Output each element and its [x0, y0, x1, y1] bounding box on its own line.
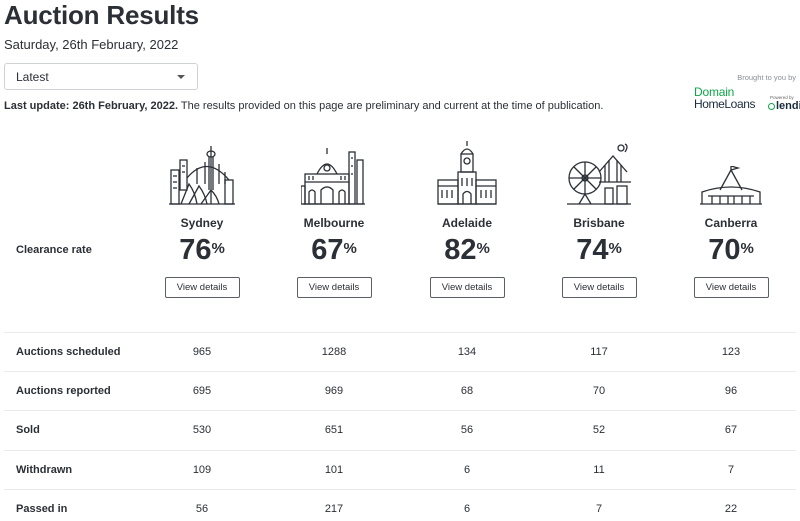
table-row: Auctions reported 695 969 68 70 96 [4, 371, 796, 410]
clearance-rate-value: 82% [444, 234, 490, 266]
table-cell: 56 [195, 502, 209, 515]
city-name: Melbourne [303, 216, 365, 230]
table-cell: 695 [192, 385, 212, 398]
table-row: Passed in 56 217 6 7 22 [4, 488, 796, 521]
clearance-rate-value: 70% [708, 234, 754, 266]
city-name: Sydney [180, 216, 224, 230]
results-period-select[interactable]: Latest [4, 63, 198, 90]
auction-date: Saturday, 26th February, 2022 [4, 37, 179, 52]
table-cell: 101 [324, 463, 344, 476]
table-cell: 969 [324, 385, 344, 398]
city-column-sydney: Sydney 76% View details [136, 140, 268, 298]
city-column-brisbane: Brisbane 74% View details [533, 140, 665, 298]
table-cell: 6 [463, 463, 471, 476]
brisbane-skyline-icon [533, 140, 665, 206]
row-label: Withdrawn [16, 463, 73, 476]
view-details-button-sydney[interactable]: View details [164, 277, 240, 298]
city-column-canberra: Canberra 70% View details [665, 140, 797, 298]
table-cell: 68 [460, 385, 474, 398]
clearance-rate-label: Clearance rate [16, 244, 92, 256]
city-name: Brisbane [573, 216, 625, 230]
table-row: Sold 530 651 56 52 67 [4, 410, 796, 449]
table-cell: 96 [724, 385, 738, 398]
view-details-button-brisbane[interactable]: View details [561, 277, 637, 298]
view-details-button-adelaide[interactable]: View details [429, 277, 505, 298]
table-cell: 530 [192, 424, 212, 437]
table-cell: 67 [724, 424, 738, 437]
lendi-logo-icon [768, 102, 775, 110]
lendi-logo[interactable]: lendi [768, 100, 800, 112]
city-name: Canberra [704, 216, 758, 230]
table-cell: 7 [727, 463, 735, 476]
clearance-rate-value: 74% [576, 234, 622, 266]
homeloans-logo-text[interactable]: HomeLoans [694, 97, 756, 111]
city-column-melbourne: Melbourne 67% View details [268, 140, 400, 298]
table-cell: 70 [592, 385, 606, 398]
table-cell: 134 [457, 346, 477, 358]
lendi-logo-text: lendi [776, 100, 800, 112]
table-cell: 217 [324, 502, 344, 515]
percent-sign: % [211, 240, 225, 257]
table-row: Withdrawn 109 101 6 11 7 [4, 449, 796, 489]
percent-sign: % [740, 240, 754, 257]
table-cell: 651 [324, 424, 344, 437]
city-column-adelaide: Adelaide 82% View details [401, 140, 533, 298]
sponsor-caption: Brought to you by [737, 73, 796, 82]
update-notice: Last update: 26th February, 2022. The re… [4, 100, 603, 112]
table-cell: 22 [724, 502, 738, 515]
table-cell: 52 [592, 424, 606, 437]
clearance-rate-value: 67% [311, 234, 357, 266]
view-details-button-melbourne[interactable]: View details [296, 277, 372, 298]
table-cell: 1288 [321, 346, 347, 358]
clearance-rate-value: 76% [179, 234, 225, 266]
table-cell: 56 [460, 424, 474, 437]
select-value: Latest [16, 69, 49, 84]
table-row: Auctions scheduled 965 1288 134 117 123 [4, 332, 796, 371]
row-label: Sold [16, 424, 40, 437]
percent-sign: % [343, 240, 357, 257]
table-cell: 11 [593, 463, 605, 476]
update-date: Last update: 26th February, 2022. [4, 100, 179, 112]
city-name: Adelaide [441, 216, 492, 230]
view-details-button-canberra[interactable]: View details [693, 277, 769, 298]
table-cell: 7 [595, 502, 603, 515]
melbourne-skyline-icon [268, 140, 400, 206]
table-cell: 965 [192, 346, 212, 358]
row-label: Passed in [16, 502, 68, 515]
chevron-down-icon [177, 75, 185, 79]
table-cell: 117 [590, 346, 608, 358]
adelaide-skyline-icon [401, 140, 533, 206]
percent-sign: % [608, 240, 622, 257]
canberra-skyline-icon [665, 140, 797, 206]
table-cell: 123 [721, 346, 741, 358]
domain-logo-text[interactable]: Domain [694, 85, 735, 99]
table-cell: 6 [463, 502, 471, 515]
auction-stats-table: Auctions scheduled 965 1288 134 117 123 … [4, 332, 796, 521]
sydney-skyline-icon [136, 140, 268, 206]
page-title: Auction Results [4, 0, 199, 30]
update-disclaimer: The results provided on this page are pr… [178, 100, 604, 112]
percent-sign: % [476, 240, 490, 257]
powered-by-caption: Powered by [770, 95, 794, 100]
table-cell: 109 [192, 463, 212, 476]
row-label: Auctions reported [16, 385, 111, 398]
row-label: Auctions scheduled [16, 346, 121, 358]
